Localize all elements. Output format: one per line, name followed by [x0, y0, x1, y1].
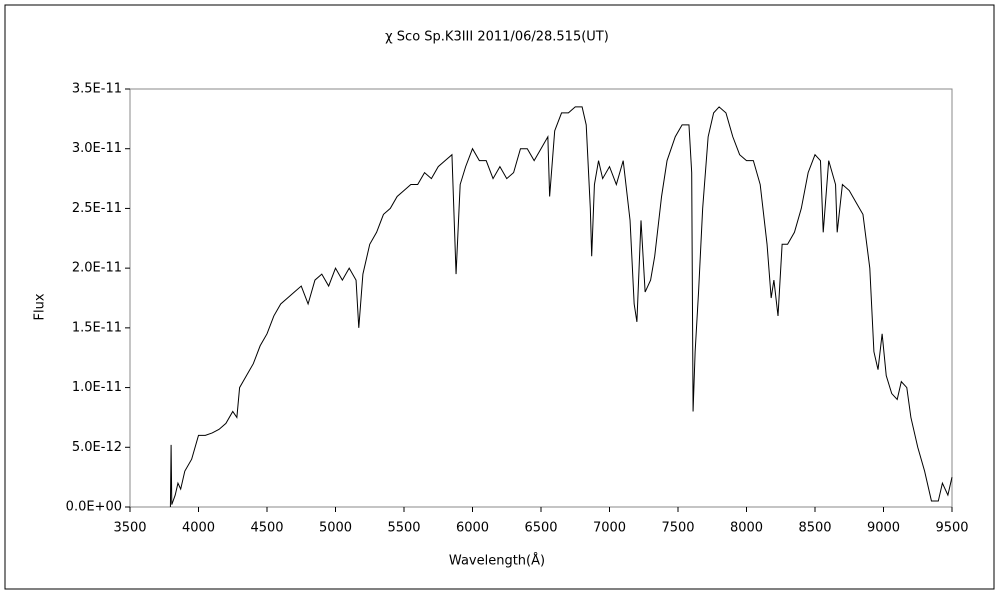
x-tick-label: 6000: [456, 521, 489, 536]
x-axis-label: Wavelength(Å): [449, 553, 545, 569]
x-tick-label: 5000: [319, 521, 352, 536]
y-tick-label: 2.5E-11: [72, 201, 122, 216]
y-tick-label: 2.0E-11: [72, 261, 122, 276]
x-tick-label: 7500: [661, 521, 694, 536]
y-tick-label: 1.5E-11: [72, 320, 122, 335]
y-tick-label: 3.0E-11: [72, 141, 122, 156]
x-tick-label: 8500: [798, 521, 831, 536]
x-tick-label: 9500: [935, 521, 968, 536]
x-tick-label: 4000: [182, 521, 215, 536]
chart-title: χ Sco Sp.K3III 2011/06/28.515(UT): [385, 30, 609, 45]
y-tick-label: 3.5E-11: [72, 82, 122, 97]
x-tick-label: 7000: [593, 521, 626, 536]
x-tick-label: 5500: [387, 521, 420, 536]
y-tick-label: 5.0E-12: [72, 440, 122, 455]
chart-frame: [4, 4, 995, 590]
x-tick-label: 8000: [730, 521, 763, 536]
x-tick-label: 3500: [113, 521, 146, 536]
x-tick-label: 4500: [250, 521, 283, 536]
spectrum-line: [169, 106, 953, 508]
y-tick-label: 1.0E-11: [72, 380, 122, 395]
y-tick-label: 0.0E+00: [66, 500, 122, 515]
x-tick-label: 6500: [524, 521, 557, 536]
x-tick-label: 9000: [867, 521, 900, 536]
y-axis-label: Flux: [33, 293, 48, 320]
